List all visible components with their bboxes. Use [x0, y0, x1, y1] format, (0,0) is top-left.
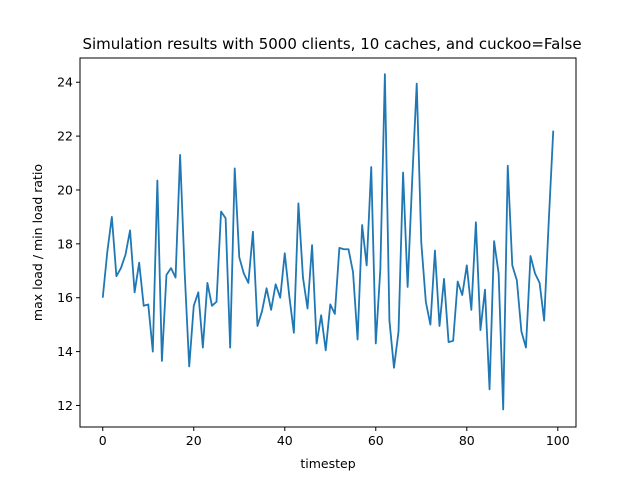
- y-axis-ticks: 12 14 16 18 20 22 24: [57, 75, 80, 413]
- chart-title: Simulation results with 5000 clients, 10…: [82, 35, 581, 53]
- y-tick-label: 12: [57, 398, 73, 413]
- x-axis-ticks: 0 20 40 60 80 100: [99, 427, 570, 448]
- y-tick-label: 20: [57, 182, 73, 197]
- x-tick-label: 100: [546, 433, 570, 448]
- y-tick-label: 14: [57, 344, 73, 359]
- data-layer: [101, 73, 555, 411]
- x-tick-label: 80: [459, 433, 475, 448]
- y-tick-label: 24: [57, 75, 73, 90]
- y-tick-label: 18: [57, 236, 73, 251]
- x-tick-label: 20: [186, 433, 202, 448]
- y-axis-label: max load / min load ratio: [30, 164, 45, 321]
- x-tick-label: 0: [99, 433, 107, 448]
- plot-frame: [79, 57, 577, 428]
- x-axis-label: timestep: [300, 456, 355, 471]
- y-tick-label: 16: [57, 290, 73, 305]
- y-tick-label: 22: [57, 129, 73, 144]
- x-tick-label: 60: [368, 433, 384, 448]
- series-line-0: [101, 73, 555, 411]
- x-tick-label: 40: [277, 433, 293, 448]
